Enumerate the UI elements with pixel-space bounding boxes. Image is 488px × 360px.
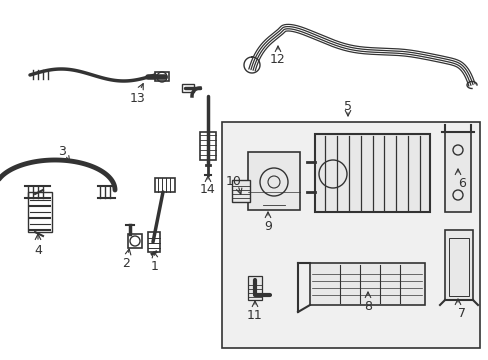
- Bar: [28, 192, 52, 232]
- Text: 13: 13: [130, 92, 145, 105]
- Bar: [155, 178, 175, 192]
- Bar: [128, 234, 142, 248]
- Text: 6: 6: [457, 177, 465, 190]
- Text: 2: 2: [122, 257, 130, 270]
- Bar: [148, 232, 160, 252]
- Bar: [309, 263, 424, 305]
- Bar: [448, 238, 468, 296]
- Bar: [222, 122, 479, 348]
- Text: 5: 5: [343, 100, 351, 113]
- Bar: [155, 72, 169, 81]
- Bar: [247, 276, 262, 300]
- Bar: [200, 132, 216, 160]
- Text: 9: 9: [264, 220, 271, 233]
- Bar: [231, 180, 249, 202]
- Text: 8: 8: [363, 300, 371, 313]
- Text: 14: 14: [200, 183, 215, 196]
- Bar: [444, 230, 472, 300]
- Text: 11: 11: [246, 309, 263, 322]
- Text: 4: 4: [34, 244, 42, 257]
- Bar: [444, 132, 470, 212]
- Text: 7: 7: [457, 307, 465, 320]
- Text: 10: 10: [225, 175, 242, 188]
- Text: 12: 12: [269, 53, 285, 66]
- Text: 3: 3: [58, 145, 66, 158]
- Bar: [247, 152, 299, 210]
- Bar: [182, 84, 194, 92]
- Text: 1: 1: [151, 260, 159, 273]
- Bar: [314, 134, 429, 212]
